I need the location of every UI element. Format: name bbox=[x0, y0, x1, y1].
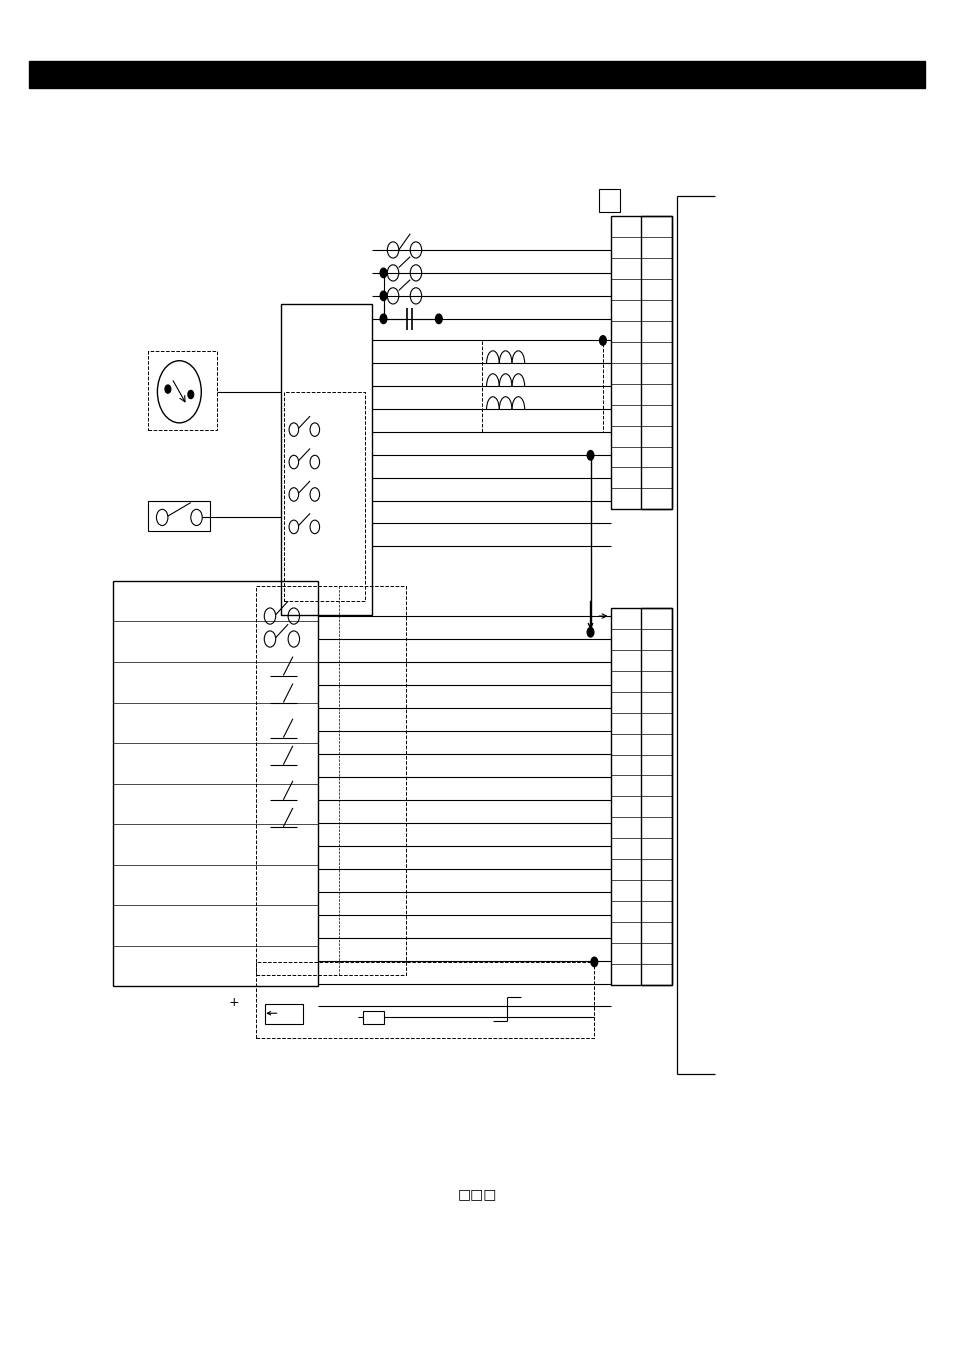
Bar bbox=[610, 608, 671, 985]
Bar bbox=[640, 608, 671, 985]
Circle shape bbox=[188, 390, 193, 399]
Circle shape bbox=[379, 269, 387, 278]
Text: +: + bbox=[228, 996, 239, 1009]
Circle shape bbox=[590, 957, 597, 967]
Circle shape bbox=[379, 292, 387, 300]
Bar bbox=[610, 216, 671, 509]
Circle shape bbox=[165, 385, 171, 393]
Bar bbox=[640, 216, 671, 509]
Bar bbox=[148, 501, 210, 531]
Bar bbox=[112, 581, 317, 986]
Circle shape bbox=[379, 315, 387, 324]
Bar bbox=[29, 61, 924, 88]
Circle shape bbox=[598, 335, 606, 346]
Bar bbox=[281, 304, 372, 615]
Bar bbox=[265, 1004, 303, 1024]
Bar bbox=[598, 189, 619, 212]
Text: □□□: □□□ bbox=[456, 1188, 497, 1201]
Bar bbox=[362, 1011, 383, 1024]
Circle shape bbox=[586, 627, 593, 638]
Circle shape bbox=[435, 315, 442, 324]
Circle shape bbox=[586, 450, 593, 459]
